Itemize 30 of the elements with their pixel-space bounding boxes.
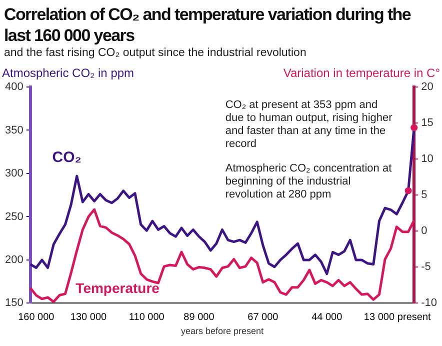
- y-tick-label: 150: [4, 297, 24, 310]
- chart-subtitle: and the fast rising CO₂ output since the industrial revolution: [4, 46, 308, 61]
- annotation: Atmospheric CO₂ concentration at beginning of the industrial revolution at 280 ppm: [225, 162, 392, 200]
- y2-axis-title: Variation in temperature in C°: [283, 66, 440, 80]
- y-tick-label: 200: [4, 254, 24, 266]
- x-tick-label: 160 000: [18, 312, 55, 323]
- series-label: CO₂: [52, 149, 82, 166]
- x-tick-label: 110 000: [128, 312, 165, 323]
- y-axis-title: Atmospheric CO₂ in ppm: [2, 66, 134, 80]
- chart-title: Correlation of CO₂ and temperature variation during the last 160 000 years: [4, 4, 412, 46]
- y2-tick-label: 20: [421, 81, 434, 94]
- y2-tick-label: 5: [421, 189, 428, 202]
- y2-tick-label: -10: [421, 297, 438, 310]
- y-tick-label: 400: [4, 81, 24, 94]
- x-tick-label: 130 000: [70, 312, 108, 323]
- x-tick-label: present: [397, 312, 431, 323]
- y-tick-label: 300: [4, 168, 24, 180]
- y2-tick-label: 0: [421, 225, 428, 238]
- x-tick-label: 13 000: [364, 312, 395, 323]
- y-tick-label: 250: [4, 210, 24, 223]
- y2-tick-label: 10: [421, 153, 434, 166]
- y2-tick-label: -5: [421, 261, 431, 274]
- x-tick-label: 67 000: [248, 312, 279, 323]
- series-label: Temperature: [76, 280, 160, 296]
- y-tick-label: 350: [4, 124, 24, 136]
- x-tick-label: 44 000: [312, 312, 343, 323]
- x-axis-title: years before present: [180, 326, 264, 336]
- annotation: CO₂ at present at 353 ppm and due to human output, rising higher and faster than at any time in the record: [225, 99, 393, 150]
- y2-tick-label: 15: [421, 117, 434, 130]
- x-tick-label: 89 000: [184, 312, 215, 323]
